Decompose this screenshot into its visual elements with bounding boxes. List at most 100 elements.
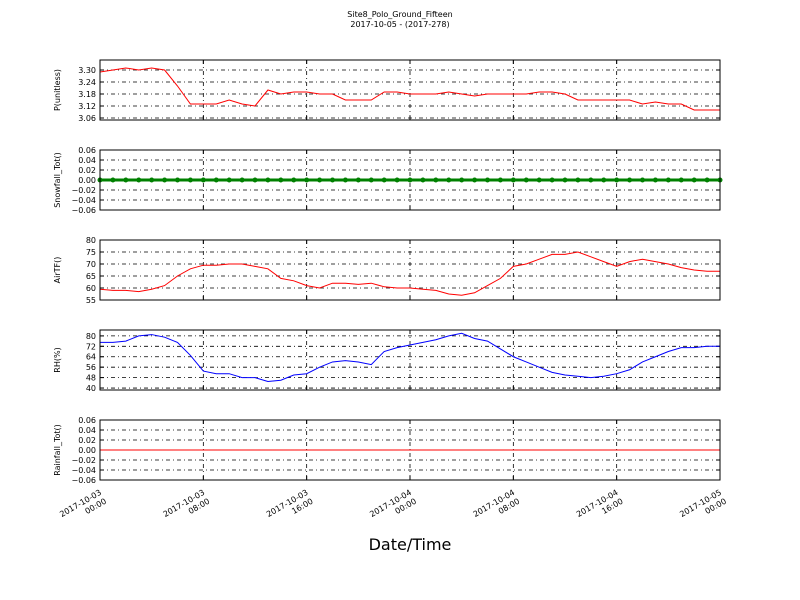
data-point (278, 177, 284, 183)
y-tick-label: 80 (86, 332, 96, 341)
y-tick-label: 0.00 (78, 176, 96, 185)
data-line (99, 251, 720, 296)
y-tick-label: 0.02 (78, 166, 96, 175)
y-tick-label: −0.04 (71, 466, 96, 475)
x-tick-label: 2017-10-0308:00 (162, 488, 212, 528)
data-point (601, 177, 607, 183)
data-point (381, 177, 387, 183)
data-point (342, 177, 348, 183)
y-tick-label: 0.04 (78, 156, 96, 165)
data-point (433, 177, 439, 183)
data-point (497, 177, 503, 183)
x-tick-label: 2017-10-0300:00 (58, 488, 108, 528)
data-point (239, 177, 245, 183)
data-point (614, 177, 620, 183)
y-tick-label: 55 (86, 296, 96, 305)
x-tick-label: 2017-10-0500:00 (678, 488, 728, 528)
y-tick-label: 0.06 (78, 416, 96, 425)
data-point (407, 177, 413, 183)
y-tick-label: 80 (86, 236, 96, 245)
y-tick-label: 48 (86, 374, 96, 383)
chart-title: Site8_Polo_Ground_Fifteen (347, 10, 452, 19)
x-axis-label: Date/Time (369, 535, 452, 554)
plot-frame (99, 59, 721, 121)
data-point (510, 177, 516, 183)
data-point (149, 177, 155, 183)
x-tick-label: 2017-10-0316:00 (265, 488, 315, 528)
y-tick-label: 0.02 (78, 436, 96, 445)
y-tick-label: 0.00 (78, 446, 96, 455)
data-point (226, 177, 232, 183)
data-point (317, 177, 323, 183)
y-axis-label: RH(%) (53, 347, 62, 372)
y-tick-label: 0.06 (78, 146, 96, 155)
plot-frame (99, 149, 721, 211)
data-point (162, 177, 168, 183)
y-tick-label: 65 (86, 272, 96, 281)
data-point (355, 177, 361, 183)
data-point (536, 177, 542, 183)
y-axis-label: Snowfall_Tot() (53, 152, 62, 208)
data-point (459, 177, 465, 183)
y-tick-label: 3.06 (78, 114, 96, 123)
data-point (446, 177, 452, 183)
data-point (252, 177, 258, 183)
data-point (136, 177, 142, 183)
y-tick-label: −0.06 (71, 206, 96, 215)
y-axis-label: P(unitless) (53, 69, 62, 111)
data-point (485, 177, 490, 183)
data-line (99, 67, 720, 111)
y-tick-label: −0.04 (71, 196, 96, 205)
y-tick-label: 3.30 (78, 66, 96, 75)
y-tick-label: 40 (86, 384, 96, 393)
y-axis-label: AirTF() (53, 257, 62, 284)
data-point (213, 177, 219, 183)
data-point (110, 177, 116, 183)
data-point (394, 177, 400, 183)
y-tick-label: −0.02 (71, 456, 96, 465)
data-point (265, 177, 271, 183)
y-tick-label: 72 (86, 342, 96, 351)
data-point (665, 177, 671, 183)
data-line (100, 332, 720, 383)
y-axis-label: Rainfall_Tot() (53, 424, 62, 476)
y-tick-label: −0.06 (71, 476, 96, 485)
y-tick-label: −0.02 (71, 186, 96, 195)
data-point (420, 177, 426, 183)
data-point (304, 177, 310, 183)
data-point (691, 177, 697, 183)
plot-frame (99, 239, 721, 301)
data-point (523, 177, 529, 183)
data-point (704, 177, 710, 183)
y-tick-label: 0.04 (78, 426, 96, 435)
data-point (575, 177, 581, 183)
y-tick-label: 56 (86, 363, 96, 372)
x-tick-label: 2017-10-0408:00 (472, 488, 522, 528)
data-point (652, 177, 658, 183)
data-point (187, 177, 193, 183)
plot-frame (99, 419, 721, 481)
data-point (549, 177, 555, 183)
data-point (588, 177, 594, 183)
data-point (330, 177, 335, 183)
data-point (368, 177, 374, 183)
data-point (472, 177, 478, 183)
chart-subtitle: 2017-10-05 - (2017-278) (350, 20, 449, 29)
y-tick-label: 3.18 (78, 90, 96, 99)
x-tick-label: 2017-10-0416:00 (575, 488, 625, 528)
data-point (678, 177, 684, 183)
data-point (627, 177, 633, 183)
y-tick-label: 3.24 (78, 78, 96, 87)
y-tick-label: 75 (86, 248, 96, 257)
data-point (175, 177, 180, 183)
data-point (640, 177, 645, 183)
data-point (562, 177, 568, 183)
plot-frame (99, 329, 721, 391)
x-tick-label: 2017-10-0400:00 (368, 488, 418, 528)
y-tick-label: 70 (86, 260, 96, 269)
y-tick-label: 3.12 (78, 102, 96, 111)
data-point (200, 177, 206, 183)
data-point (123, 177, 129, 183)
data-point (291, 177, 297, 183)
